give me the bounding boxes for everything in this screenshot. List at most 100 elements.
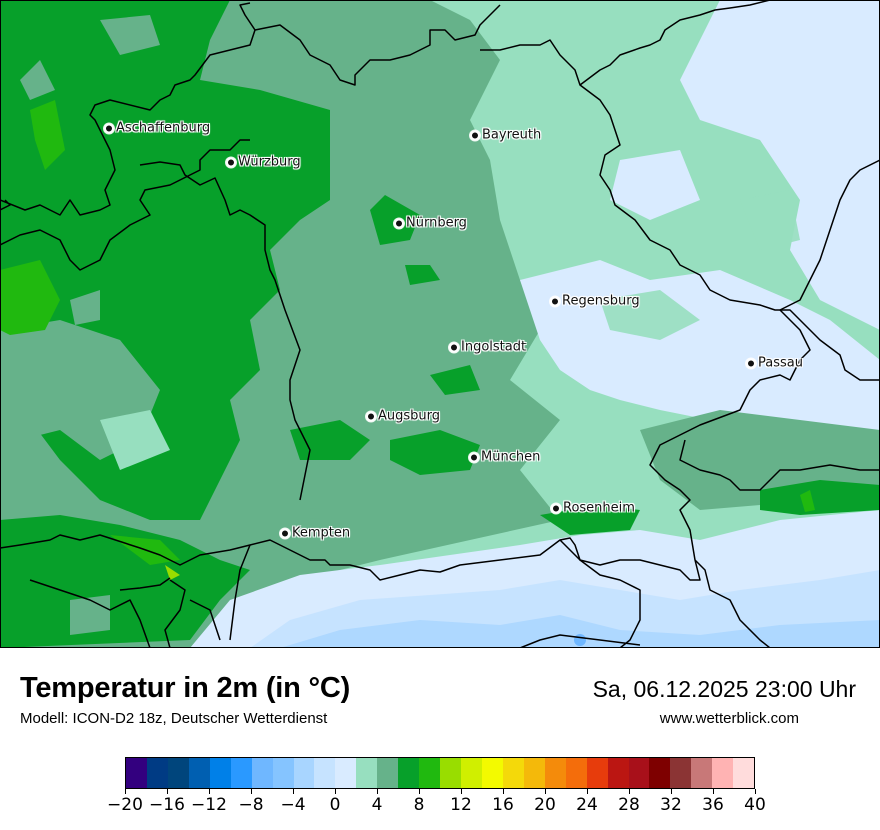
city-label: Nürnberg	[406, 215, 467, 231]
colorbar-tick-label: 8	[413, 795, 425, 815]
colorbar-tick-label: 36	[702, 795, 724, 815]
city-label: Würzburg	[238, 154, 301, 170]
colorbar-ticks: −20 −16 −12 −8 −4 0 4 8 12 16 20 24 28 32 36 40	[107, 789, 766, 821]
colorbar-bin	[377, 758, 399, 788]
city-dot-icon	[449, 342, 459, 352]
model-info: Modell: ICON-D2 18z, Deutscher Wetterdie…	[20, 710, 328, 727]
colorbar-bin	[461, 758, 482, 788]
colorbar-bin	[628, 758, 650, 788]
colorbar-bin	[335, 758, 357, 788]
colorbar-tick-label: −4	[280, 795, 306, 815]
colorbar-bin	[440, 758, 461, 788]
colorbar-bin	[691, 758, 713, 788]
city-dot-icon	[470, 130, 480, 140]
city-label: München	[481, 449, 541, 465]
colorbar-bin	[712, 758, 734, 788]
colorbar-tick	[334, 789, 336, 794]
colorbar-bin	[314, 758, 336, 788]
colorbar-tick	[586, 789, 588, 794]
city-dot-icon	[366, 411, 376, 421]
colorbar-tick-label: 20	[534, 795, 556, 815]
colorbar-tick-label: 0	[329, 795, 341, 815]
colorbar-tick	[376, 789, 378, 794]
city-dot-icon	[469, 452, 479, 462]
colorbar-tick-label: 28	[618, 795, 640, 815]
colorbar-tick	[502, 789, 504, 794]
city-dot-icon	[226, 157, 236, 167]
colorbar-tick-label: −12	[191, 795, 227, 815]
city-marker-kempten[interactable]: Kempten	[280, 526, 350, 541]
temperature-colorbar	[125, 757, 755, 789]
colorbar-bin	[188, 758, 210, 788]
colorbar-tick	[124, 789, 126, 794]
colorbar-bin	[481, 758, 503, 788]
city-label: Regensburg	[562, 293, 640, 309]
colorbar-tick	[712, 789, 714, 794]
colorbar-tick	[208, 789, 210, 794]
city-dot-icon	[551, 503, 561, 513]
colorbar-tick-label: −16	[149, 795, 185, 815]
city-marker-nuernberg[interactable]: Nürnberg	[394, 216, 467, 231]
colorbar-tick-label: 4	[371, 795, 383, 815]
colorbar-tick	[628, 789, 630, 794]
colorbar-tick	[166, 789, 168, 794]
colorbar-bin	[293, 758, 315, 788]
colorbar-bin	[126, 758, 147, 788]
city-label: Rosenheim	[563, 500, 635, 516]
city-label: Passau	[758, 355, 803, 371]
city-dot-icon	[104, 123, 114, 133]
colorbar-tick-label: −8	[238, 795, 264, 815]
city-label: Bayreuth	[482, 127, 542, 143]
colorbar-tick	[250, 789, 252, 794]
city-marker-passau[interactable]: Passau	[746, 356, 803, 371]
colorbar-bin	[356, 758, 378, 788]
colorbar-bin	[502, 758, 524, 788]
colorbar-bin	[586, 758, 608, 788]
city-label: Ingolstadt	[461, 339, 527, 355]
city-marker-rosenheim[interactable]: Rosenheim	[551, 501, 635, 516]
city-marker-aschaffenburg[interactable]: Aschaffenburg	[104, 121, 210, 136]
city-dot-icon	[280, 528, 290, 538]
colorbar-tick-label: 40	[744, 795, 766, 815]
colorbar-bin	[670, 758, 692, 788]
city-dot-icon	[394, 218, 404, 228]
colorbar-bin	[565, 758, 587, 788]
temperature-map[interactable]: Aschaffenburg Würzburg Bayreuth Nürnberg…	[0, 0, 880, 648]
colorbar-bin	[607, 758, 629, 788]
colorbar-bin	[733, 758, 755, 788]
colorbar-tick-label: 24	[576, 795, 598, 815]
colorbar-tick-label: −20	[107, 795, 143, 815]
colorbar-bin	[209, 758, 231, 788]
colorbar-tick	[418, 789, 420, 794]
colorbar-tick	[292, 789, 294, 794]
colorbar-tick-label: 16	[492, 795, 514, 815]
colorbar-tick	[754, 789, 756, 794]
city-marker-ingolstadt[interactable]: Ingolstadt	[449, 340, 526, 355]
city-dot-icon	[550, 296, 560, 306]
city-label: Kempten	[292, 525, 351, 541]
city-marker-augsburg[interactable]: Augsburg	[366, 409, 440, 424]
colorbar-bin	[146, 758, 168, 788]
colorbar-tick	[544, 789, 546, 794]
city-marker-muenchen[interactable]: München	[469, 450, 540, 465]
colorbar-tick-label: 32	[660, 795, 682, 815]
colorbar-bin	[251, 758, 273, 788]
city-marker-regensburg[interactable]: Regensburg	[550, 294, 640, 309]
colorbar-tick	[670, 789, 672, 794]
city-marker-wuerzburg[interactable]: Würzburg	[226, 155, 301, 170]
colorbar-bin	[419, 758, 441, 788]
colorbar-bin	[649, 758, 671, 788]
website-link[interactable]: www.wetterblick.com	[659, 710, 799, 727]
colorbar-bin	[272, 758, 294, 788]
map-title: Temperatur in 2m (in °C)	[20, 672, 351, 704]
forecast-datetime: Sa, 06.12.2025 23:00 Uhr	[592, 676, 856, 702]
city-dot-icon	[746, 358, 756, 368]
colorbar-bin	[398, 758, 420, 788]
city-label: Augsburg	[378, 408, 441, 424]
city-label: Aschaffenburg	[116, 120, 211, 136]
map-canvas	[0, 0, 880, 648]
city-marker-bayreuth[interactable]: Bayreuth	[470, 128, 541, 143]
colorbar-bin	[523, 758, 545, 788]
colorbar-bin	[167, 758, 189, 788]
colorbar-tick-label: 12	[450, 795, 472, 815]
